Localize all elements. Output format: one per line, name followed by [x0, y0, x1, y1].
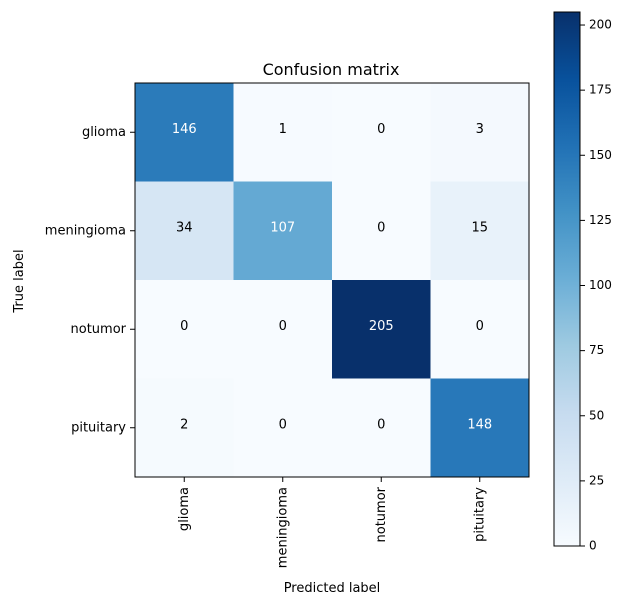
heatmap-cells — [135, 83, 530, 478]
heatmap-cell — [430, 83, 530, 182]
colorbar — [553, 11, 581, 547]
x-axis-ticks: glioma meningioma notumor pituitary — [177, 477, 487, 568]
heatmap-cell — [430, 181, 530, 281]
colorbar-tick-label: 0 — [589, 539, 597, 553]
cell-value-label: 2 — [180, 417, 188, 432]
heatmap-cell — [332, 280, 431, 379]
cell-value-label: 148 — [467, 417, 492, 432]
heatmap-cell — [233, 83, 333, 182]
colorbar-tick-label: 200 — [589, 18, 612, 32]
cell-value-label: 34 — [176, 220, 193, 235]
heatmap-cell — [430, 378, 530, 478]
cell-value-label: 107 — [270, 220, 295, 235]
cell-value-label: 0 — [279, 319, 287, 334]
chart-title: Confusion matrix — [263, 60, 400, 79]
x-tick-label: meningioma — [275, 487, 290, 568]
heatmap-cell — [135, 280, 234, 379]
cell-value-label: 0 — [377, 220, 385, 235]
x-tick-label: notumor — [374, 486, 389, 542]
heatmap-cell — [332, 378, 431, 478]
colorbar-tick-label: 25 — [589, 473, 604, 487]
cell-value-label: 205 — [369, 319, 394, 334]
cell-value-label: 15 — [471, 220, 488, 235]
heatmap-cell — [135, 378, 234, 478]
cell-value-label: 1 — [279, 122, 287, 137]
y-tick-label: pituitary — [71, 420, 126, 435]
cell-value-label: 146 — [172, 122, 197, 137]
colorbar-ticks: 0 25 50 75 100 125 150 175 200 — [580, 18, 612, 553]
cell-value-label: 0 — [476, 319, 484, 334]
plot-frame — [134, 82, 530, 478]
cell-value-label: 0 — [279, 417, 287, 432]
heatmap-cell — [233, 181, 333, 281]
colorbar-tick-label: 75 — [589, 343, 604, 357]
heatmap-cell — [233, 378, 333, 478]
colorbar-tick-label: 150 — [589, 148, 612, 162]
y-tick-label: notumor — [71, 322, 127, 337]
cell-value-label: 3 — [476, 122, 484, 137]
cell-value-label: 0 — [377, 122, 385, 137]
x-tick-label: glioma — [177, 487, 192, 531]
cell-value-label: 0 — [377, 417, 385, 432]
heatmap-cell — [135, 83, 234, 182]
heatmap-cell — [332, 83, 431, 182]
cell-value-labels: 146 1 0 3 34 107 0 15 0 0 205 0 2 0 0 148 — [172, 122, 492, 433]
y-axis-label: True label — [12, 249, 27, 313]
y-tick-label: glioma — [82, 125, 126, 140]
heatmap-cell — [332, 181, 431, 281]
colorbar-tick-label: 125 — [589, 213, 612, 227]
colorbar-tick-label: 175 — [589, 83, 612, 97]
y-axis-ticks: glioma meningioma notumor pituitary — [45, 125, 135, 435]
colorbar-tick-label: 50 — [589, 408, 604, 422]
heatmap-cell — [430, 280, 530, 379]
y-tick-label: meningioma — [45, 223, 126, 238]
heatmap-cell — [135, 181, 234, 281]
cell-value-label: 0 — [180, 319, 188, 334]
x-tick-label: pituitary — [472, 487, 487, 542]
heatmap-cell — [233, 280, 333, 379]
x-axis-label: Predicted label — [284, 581, 381, 594]
colorbar-tick-label: 100 — [589, 278, 612, 292]
